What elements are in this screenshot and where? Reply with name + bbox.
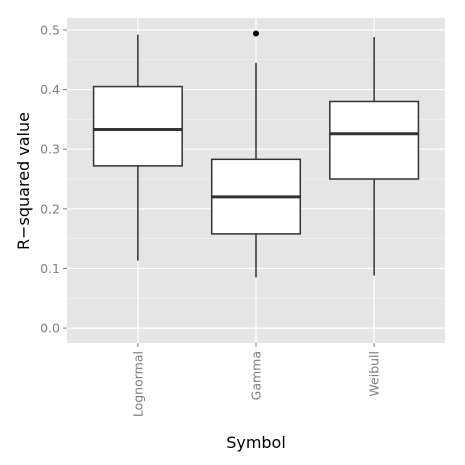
y-tick-label: 0.3 [40, 142, 60, 157]
box-lognormal [92, 34, 183, 261]
x-tick-label: Gamma [249, 351, 264, 400]
box-weibull [329, 37, 420, 276]
box-gamma [210, 30, 302, 278]
x-tick-label: Weibull [367, 351, 382, 397]
y-tick-label: 0.5 [40, 22, 60, 37]
y-tick-label: 0.0 [40, 321, 60, 336]
box-iqr [329, 100, 420, 180]
y-axis-ticks: 0.0 0.1 0.2 0.3 0.4 0.5 [40, 22, 67, 336]
y-axis-title: R−squared value [14, 112, 33, 250]
x-axis-title: Symbol [226, 433, 286, 452]
boxes-layer [92, 30, 420, 278]
x-axis-ticks: Lognormal Gamma Weibull [130, 343, 382, 417]
x-tick-label: Lognormal [130, 351, 145, 417]
box-iqr [92, 85, 183, 167]
y-tick-label: 0.1 [40, 261, 60, 276]
outlier-point [253, 30, 259, 37]
y-tick-label: 0.2 [40, 201, 60, 216]
y-tick-label: 0.4 [40, 82, 60, 97]
